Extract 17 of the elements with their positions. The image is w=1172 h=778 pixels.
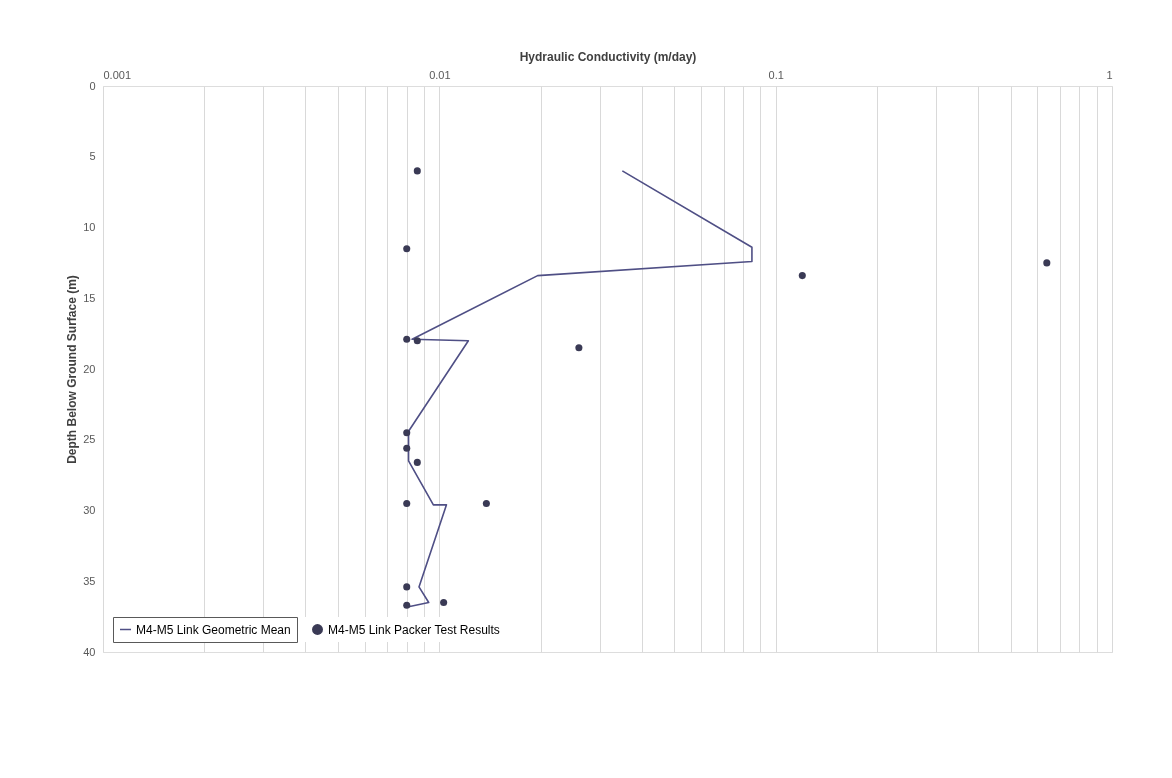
y-tick-label: 40 <box>83 645 96 658</box>
legend-label: M4-M5 Link Packer Test Results <box>328 622 500 637</box>
legend-label: M4-M5 Link Geometric Mean <box>136 622 291 637</box>
x-tick-label: 1 <box>1106 68 1113 81</box>
x-tick-label: 0.001 <box>103 68 132 81</box>
y-tick-label: 35 <box>83 574 96 587</box>
y-tick-label: 0 <box>89 79 96 92</box>
y-tick-label: 5 <box>89 150 96 163</box>
x-tick-label: 0.1 <box>768 68 784 81</box>
y-tick-label: 25 <box>83 433 96 446</box>
y-tick-label: 30 <box>83 504 96 516</box>
y-tick-label: 15 <box>83 291 96 304</box>
x-axis-title: Hydraulic Conductivity (m/day) <box>519 49 697 64</box>
y-tick-label: 20 <box>83 362 96 375</box>
y-tick-label: 10 <box>83 221 96 233</box>
x-tick-label: 0.01 <box>429 68 451 81</box>
y-axis-title: Depth Below Ground Surface (m) <box>65 275 80 464</box>
